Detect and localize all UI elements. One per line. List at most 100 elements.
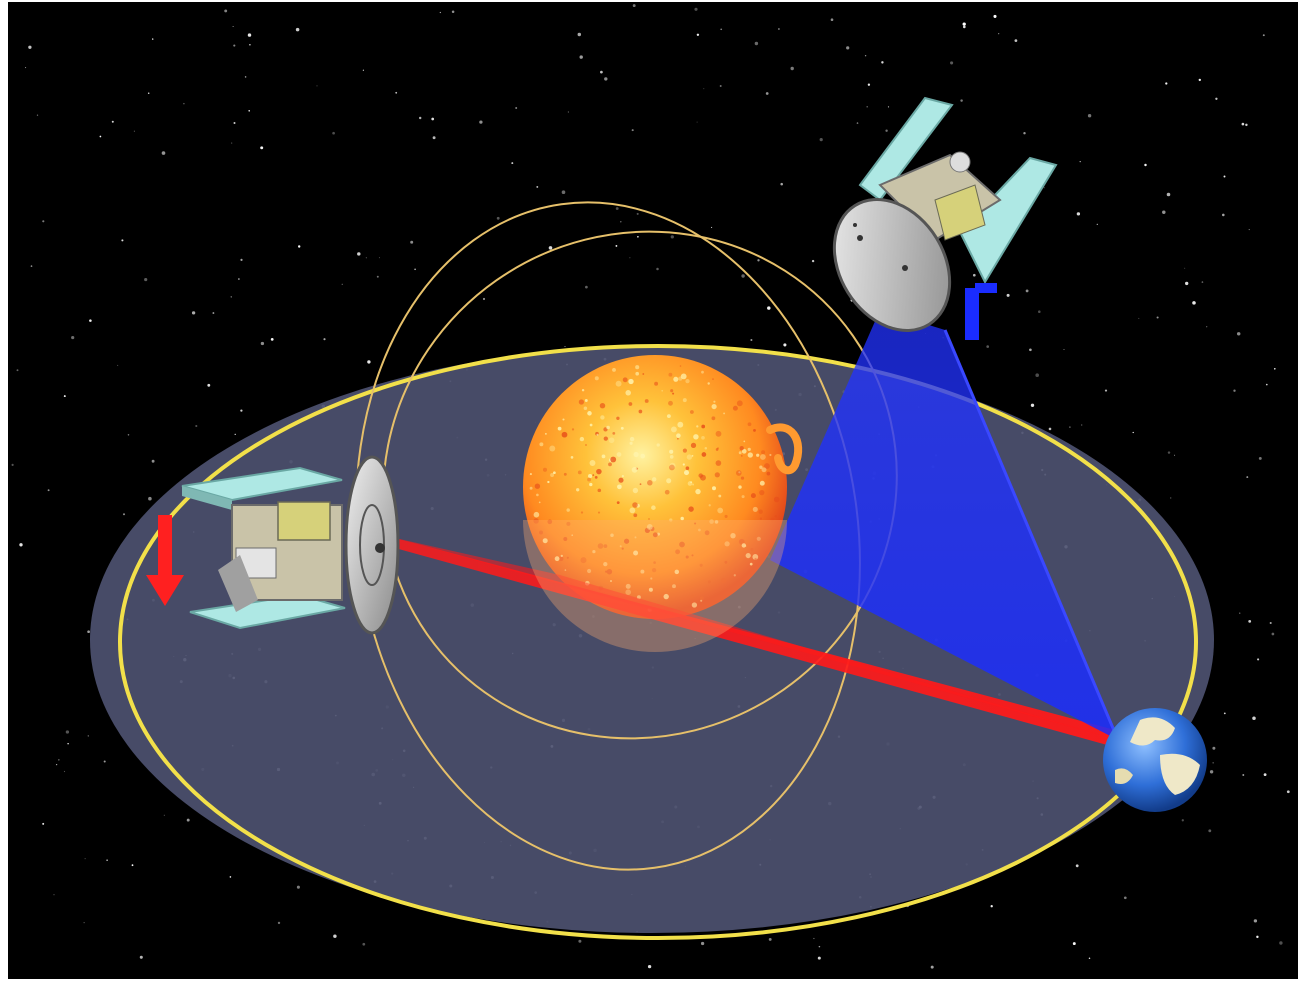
star [567, 111, 570, 113]
sun-granule [615, 380, 622, 387]
star [757, 259, 760, 262]
star [1262, 34, 1265, 37]
sun-granule [580, 557, 587, 564]
sun-granule [738, 538, 745, 545]
sun-granule [576, 488, 580, 492]
star [962, 22, 966, 26]
sun-granule [633, 550, 639, 556]
sun-granule [747, 422, 752, 427]
sun-granule [625, 589, 631, 595]
sun-granule [542, 538, 548, 544]
sun-granule [628, 378, 634, 385]
sun-granule [732, 405, 738, 411]
star [99, 135, 102, 138]
star [754, 41, 759, 46]
sun-granule [711, 404, 717, 410]
sun-granule [747, 447, 751, 451]
star [47, 489, 50, 492]
sun-granule [733, 574, 736, 577]
star [163, 814, 165, 816]
sun-granule [666, 414, 671, 419]
star [1239, 612, 1241, 614]
star [367, 360, 371, 364]
star [986, 345, 990, 348]
star [778, 28, 780, 30]
star [511, 162, 514, 165]
sun-granule [723, 412, 726, 415]
sun-granule [745, 553, 751, 559]
star [1233, 389, 1236, 392]
sun-granule [625, 390, 631, 396]
star [1258, 456, 1262, 460]
sun-granule [608, 462, 612, 467]
star [990, 905, 993, 908]
star [719, 85, 722, 87]
star [55, 763, 58, 766]
sun-granule [621, 547, 624, 550]
sun-granule [773, 496, 780, 503]
sun-granule [739, 446, 744, 451]
star [741, 274, 745, 278]
sun-granule [701, 435, 705, 440]
star [1248, 229, 1250, 231]
sun-granule [756, 536, 761, 541]
star [1096, 223, 1098, 226]
star [631, 129, 634, 132]
sun-granule [616, 416, 620, 420]
sun-granule [538, 501, 541, 504]
star [515, 107, 518, 109]
star [148, 496, 152, 501]
star [295, 27, 300, 32]
sun-granule [674, 569, 680, 575]
sun-granule [617, 484, 622, 490]
sun-granule [638, 409, 643, 414]
sun-granule [704, 447, 708, 450]
star [53, 894, 55, 896]
star [813, 937, 815, 940]
sun-granule [724, 514, 728, 518]
star [1212, 746, 1216, 750]
star [323, 338, 326, 341]
sun-granule [629, 436, 635, 442]
star [260, 146, 264, 150]
sun-granule [685, 378, 690, 384]
star [830, 18, 834, 22]
star [1269, 621, 1272, 625]
star [1166, 192, 1171, 197]
sun-granule [580, 511, 584, 514]
sun-granule [724, 560, 728, 564]
sun-granule [583, 406, 588, 411]
sun-granule [698, 528, 701, 532]
star [1076, 212, 1081, 216]
star [83, 922, 85, 924]
star [1248, 620, 1252, 623]
sun-granule [668, 372, 673, 377]
sun-granule [592, 549, 596, 554]
star [357, 252, 361, 256]
star [341, 283, 343, 285]
red-line-of-sight [395, 538, 1118, 748]
star [1138, 317, 1140, 319]
sun-granule [603, 544, 608, 548]
star [1174, 454, 1176, 456]
star [139, 955, 143, 959]
star [629, 257, 631, 259]
star [106, 859, 108, 861]
star [1087, 114, 1092, 118]
sun-granule [634, 536, 637, 539]
sun-granule [700, 599, 703, 602]
sun-granule [571, 428, 575, 431]
sun-granule [553, 471, 556, 475]
sun-granule [589, 460, 596, 466]
sun-granule [691, 455, 694, 457]
sun-granule [587, 411, 592, 416]
sun-granule [616, 501, 620, 505]
sun-granule [669, 518, 673, 522]
star [561, 190, 566, 194]
star [147, 92, 150, 94]
star [58, 759, 60, 761]
star [637, 235, 639, 238]
sun-granule [589, 482, 593, 487]
star [230, 296, 232, 298]
star [867, 83, 871, 86]
